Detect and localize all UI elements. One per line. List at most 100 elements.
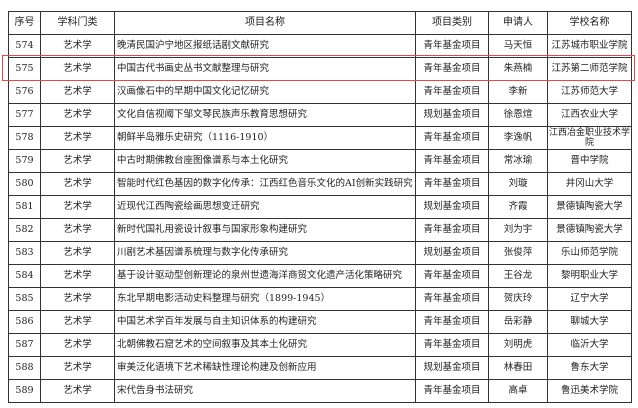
col-category-cell: 青年基金项目 (415, 80, 489, 104)
col-applicant-cell: 刘璇 (488, 172, 548, 196)
col-category-cell: 规划基金项目 (415, 195, 489, 219)
col-index-cell: 578 (8, 126, 41, 150)
header-col-school: 学校名称 (547, 11, 632, 35)
col-discipline-cell: 艺术学 (40, 172, 115, 196)
col-index-cell: 588 (8, 356, 41, 380)
table-row: 574 艺术学 晚清民国沪宁地区报纸话剧文献研究 青年基金项目 马天恒 江苏城市职业学院 (8, 34, 632, 58)
col-school-cell: 临沂大学 (547, 333, 632, 357)
col-category-cell: 青年基金项目 (415, 264, 489, 288)
col-index-cell: 589 (8, 379, 41, 403)
col-project-name-cell: 汉画像石中的早期中国文化记忆研究 (114, 80, 416, 104)
col-project-name-cell: 中古时期佛教台座图像谱系与本土化研究 (114, 149, 416, 173)
col-school-cell: 黎明职业大学 (547, 264, 632, 288)
col-category-cell: 规划基金项目 (415, 241, 489, 265)
col-category-cell: 规划基金项目 (415, 103, 489, 127)
col-project-name-cell: 基于设计驱动型创新理论的泉州世遗海洋商贸文化遗产活化策略研究 (114, 264, 416, 288)
col-category-cell: 青年基金项目 (415, 310, 489, 334)
table-row: 582 艺术学 新时代国礼用瓷设计叙事与国家形象构建研究 青年基金项目 刘为宇 景德镇陶瓷… (8, 218, 632, 242)
col-project-name-cell: 智能时代红色基因的数字化传承：江西红色音乐文化的AI创新实践研究 (114, 172, 416, 196)
table-row: 575 艺术学 中国古代书画史丛书文献整理与研究 青年基金项目 朱燕楠 江苏第二师范学院 (8, 57, 632, 81)
table-row: 578 艺术学 朝鲜半岛雅乐史研究（1116-1910） 青年基金项目 李逸帆 江西冶金职… (8, 126, 632, 150)
col-index-cell: 577 (8, 103, 41, 127)
col-applicant-cell: 王谷龙 (488, 264, 548, 288)
col-project-name-cell: 审美泛化语境下艺术稀缺性理论构建及创新应用 (114, 356, 416, 380)
col-category-cell: 青年基金项目 (415, 57, 489, 81)
col-applicant-cell: 马天恒 (488, 34, 548, 58)
col-discipline-cell: 艺术学 (40, 103, 115, 127)
col-index-cell: 580 (8, 172, 41, 196)
col-discipline-cell: 艺术学 (40, 333, 115, 357)
col-school-cell: 江西冶金职业技术学院 (547, 126, 632, 150)
col-index-cell: 586 (8, 310, 41, 334)
col-applicant-cell: 朱燕楠 (488, 57, 548, 81)
col-index-cell: 581 (8, 195, 41, 219)
table-row: 588 艺术学 审美泛化语境下艺术稀缺性理论构建及创新应用 规划基金项目 林春田 鲁东大学 (8, 356, 632, 380)
col-school-cell: 鲁东大学 (547, 356, 632, 380)
col-project-name-cell: 中国艺术学百年发展与自主知识体系的构建研究 (114, 310, 416, 334)
col-index-cell: 575 (8, 57, 41, 81)
col-school-cell: 江西农业大学 (547, 103, 632, 127)
col-project-name-cell: 中国古代书画史丛书文献整理与研究 (114, 57, 416, 81)
col-project-name-cell: 北朝佛教石窟艺术的空间叙事及其本土化研究 (114, 333, 416, 357)
col-index-cell: 576 (8, 80, 41, 104)
col-discipline-cell: 艺术学 (40, 149, 115, 173)
project-table: 序号 学科门类 项目名称 项目类别 申请人 学校名称 574 艺术学 晚清民国沪宁地区报纸话剧… (8, 11, 632, 403)
col-project-name-cell: 东北早期电影活动史料整理与研究（1899-1945） (114, 287, 416, 311)
col-category-cell: 青年基金项目 (415, 126, 489, 150)
col-school-cell: 井冈山大学 (547, 172, 632, 196)
col-project-name-cell: 川剧艺术基因谱系梳理与数字化传承研究 (114, 241, 416, 265)
col-category-cell: 规划基金项目 (415, 356, 489, 380)
col-school-cell: 景德镇陶瓷大学 (547, 218, 632, 242)
col-discipline-cell: 艺术学 (40, 34, 115, 58)
col-discipline-cell: 艺术学 (40, 287, 115, 311)
col-school-cell: 乐山师范学院 (547, 241, 632, 265)
col-discipline-cell: 艺术学 (40, 218, 115, 242)
col-category-cell: 青年基金项目 (415, 379, 489, 403)
col-project-name-cell: 近现代江西陶瓷绘画思想变迁研究 (114, 195, 416, 219)
col-category-cell: 青年基金项目 (415, 149, 489, 173)
col-discipline-cell: 艺术学 (40, 264, 115, 288)
col-school-cell: 景德镇陶瓷大学 (547, 195, 632, 219)
table-header: 序号 学科门类 项目名称 项目类别 申请人 学校名称 (8, 11, 632, 35)
col-discipline-cell: 艺术学 (40, 126, 115, 150)
table-row: 589 艺术学 宋代告身书法研究 青年基金项目 高卓 鲁迅美术学院 (8, 379, 632, 403)
col-discipline-cell: 艺术学 (40, 310, 115, 334)
col-category-cell: 青年基金项目 (415, 34, 489, 58)
col-discipline-cell: 艺术学 (40, 57, 115, 81)
col-applicant-cell: 常冰瑜 (488, 149, 548, 173)
col-project-name-cell: 晚清民国沪宁地区报纸话剧文献研究 (114, 34, 416, 58)
col-project-name-cell: 宋代告身书法研究 (114, 379, 416, 403)
col-school-cell: 江苏第二师范学院 (547, 57, 632, 81)
table-row: 579 艺术学 中古时期佛教台座图像谱系与本土化研究 青年基金项目 常冰瑜 晋中学院 (8, 149, 632, 173)
table-row: 584 艺术学 基于设计驱动型创新理论的泉州世遗海洋商贸文化遗产活化策略研究 青年基金… (8, 264, 632, 288)
col-school-cell: 江苏师范大学 (547, 80, 632, 104)
col-applicant-cell: 林春田 (488, 356, 548, 380)
col-index-cell: 584 (8, 264, 41, 288)
col-category-cell: 青年基金项目 (415, 172, 489, 196)
table-row: 587 艺术学 北朝佛教石窟艺术的空间叙事及其本土化研究 青年基金项目 刘明虎 临沂大学 (8, 333, 632, 357)
header-col-discipline: 学科门类 (40, 11, 115, 35)
header-col-applicant: 申请人 (488, 11, 548, 35)
table-row: 585 艺术学 东北早期电影活动史料整理与研究（1899-1945） 青年基金项目 贺庆… (8, 287, 632, 311)
col-school-cell: 江苏城市职业学院 (547, 34, 632, 58)
col-index-cell: 587 (8, 333, 41, 357)
col-school-cell: 辽宁大学 (547, 287, 632, 311)
header-col-category: 项目类别 (415, 11, 489, 35)
col-applicant-cell: 刘为宇 (488, 218, 548, 242)
col-discipline-cell: 艺术学 (40, 195, 115, 219)
col-index-cell: 579 (8, 149, 41, 173)
table-row: 583 艺术学 川剧艺术基因谱系梳理与数字化传承研究 规划基金项目 张俊萍 乐山师范学院 (8, 241, 632, 265)
col-applicant-cell: 李新 (488, 80, 548, 104)
table-row: 580 艺术学 智能时代红色基因的数字化传承：江西红色音乐文化的AI创新实践研究 青年… (8, 172, 632, 196)
table-row: 581 艺术学 近现代江西陶瓷绘画思想变迁研究 规划基金项目 齐霞 景德镇陶瓷大学 (8, 195, 632, 219)
col-applicant-cell: 张俊萍 (488, 241, 548, 265)
col-discipline-cell: 艺术学 (40, 241, 115, 265)
col-discipline-cell: 艺术学 (40, 356, 115, 380)
table-row: 577 艺术学 文化自信视阈下邹文琴民族声乐教育思想研究 规划基金项目 徐恩煊 江西农业大… (8, 103, 632, 127)
col-discipline-cell: 艺术学 (40, 379, 115, 403)
col-index-cell: 582 (8, 218, 41, 242)
col-index-cell: 585 (8, 287, 41, 311)
header-col-index: 序号 (8, 11, 41, 35)
col-school-cell: 鲁迅美术学院 (547, 379, 632, 403)
col-applicant-cell: 李逸帆 (488, 126, 548, 150)
